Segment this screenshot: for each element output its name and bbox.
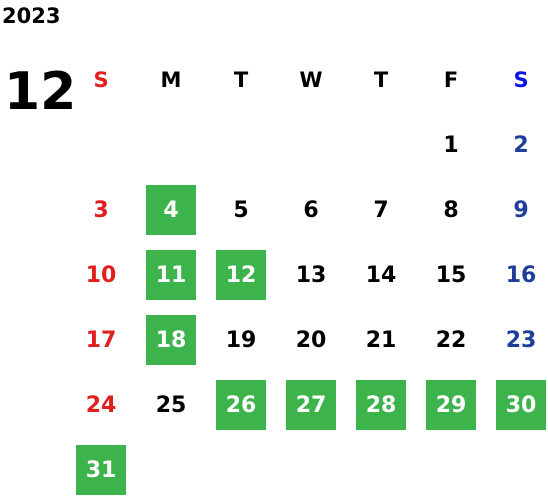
- day: 10: [85, 262, 117, 288]
- highlighted-day: 11: [146, 250, 196, 300]
- day: 3: [93, 197, 109, 223]
- weekday-label: S: [513, 68, 529, 92]
- day: 24: [85, 392, 117, 418]
- weekday-label: M: [160, 68, 182, 92]
- highlighted-day: 29: [426, 380, 476, 430]
- day: 5: [233, 197, 249, 223]
- day: 21: [365, 327, 397, 353]
- highlighted-day: 31: [76, 445, 126, 495]
- day: 13: [295, 262, 327, 288]
- day: 6: [303, 197, 319, 223]
- day: 17: [85, 327, 117, 353]
- day: 19: [225, 327, 257, 353]
- day: 9: [513, 197, 529, 223]
- highlighted-day: 18: [146, 315, 196, 365]
- day: 7: [373, 197, 389, 223]
- day: 8: [443, 197, 459, 223]
- day: 2: [513, 132, 529, 158]
- day: 22: [435, 327, 467, 353]
- year: 2023: [2, 4, 61, 28]
- day: 23: [505, 327, 537, 353]
- weekday-label: F: [443, 68, 459, 92]
- weekday-label: T: [233, 68, 249, 92]
- highlighted-day: 28: [356, 380, 406, 430]
- day: 16: [505, 262, 537, 288]
- day: 25: [155, 392, 187, 418]
- day: 14: [365, 262, 397, 288]
- day: 15: [435, 262, 467, 288]
- weekday-label: S: [93, 68, 109, 92]
- day: 1: [443, 132, 459, 158]
- highlighted-day: 4: [146, 185, 196, 235]
- highlighted-day: 26: [216, 380, 266, 430]
- weekday-label: W: [299, 68, 323, 92]
- weekday-label: T: [373, 68, 389, 92]
- day: 20: [295, 327, 327, 353]
- highlighted-day: 27: [286, 380, 336, 430]
- highlighted-day: 12: [216, 250, 266, 300]
- highlighted-day: 30: [496, 380, 546, 430]
- month: 12: [4, 62, 77, 122]
